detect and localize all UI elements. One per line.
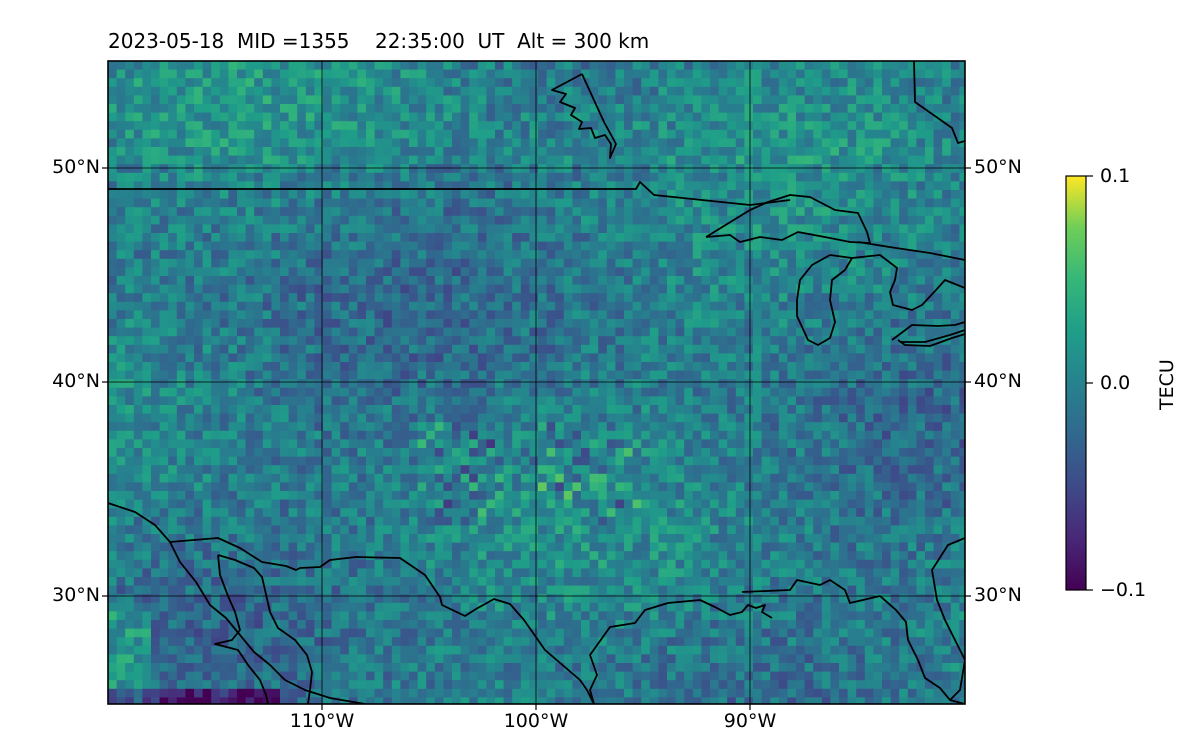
lat-label-right-50: 50°N bbox=[974, 156, 1022, 178]
colorbar-tick-min: −0.1 bbox=[1100, 579, 1147, 601]
great-lakes-connector bbox=[857, 241, 965, 261]
us-canada-border bbox=[108, 181, 791, 206]
gulf-of-california bbox=[217, 554, 313, 704]
colorbar-label: TECU bbox=[1156, 359, 1178, 410]
gridlines bbox=[108, 61, 965, 704]
lake-michigan bbox=[796, 254, 853, 346]
florida bbox=[931, 537, 965, 701]
lat-ticks bbox=[102, 167, 971, 710]
lon-label-110w: 110°W bbox=[289, 710, 355, 732]
title-alt: Alt = 300 km bbox=[517, 29, 650, 53]
lake-erie bbox=[891, 321, 965, 341]
lake-ontario bbox=[900, 329, 965, 343]
tec-raster bbox=[108, 61, 965, 704]
colorbar-tick-zero: 0.0 bbox=[1100, 372, 1131, 394]
title-date: 2023-05-18 bbox=[108, 29, 225, 53]
lon-label-90w: 90°W bbox=[723, 710, 777, 732]
gulf-coast-texas bbox=[589, 599, 773, 704]
hudson-bay-island bbox=[551, 73, 617, 159]
lat-label-left-30: 30°N bbox=[52, 584, 100, 606]
title-mid: MID =1355 bbox=[236, 29, 350, 53]
baja-california bbox=[169, 537, 595, 704]
lat-label-right-30: 30°N bbox=[974, 584, 1022, 606]
hudson-bay-coast bbox=[913, 61, 965, 144]
colorbar-tick-max: 0.1 bbox=[1100, 165, 1131, 187]
figure-title: 2023-05-18 MID =1355 22:35:00 UT Alt = 3… bbox=[108, 29, 649, 53]
lat-label-left-40: 40°N bbox=[52, 370, 100, 392]
colorbar bbox=[1065, 175, 1087, 591]
lat-label-left-50: 50°N bbox=[52, 156, 100, 178]
mexico-pacific-coast bbox=[108, 502, 366, 704]
lake-huron bbox=[851, 254, 965, 311]
gulf-coast-east bbox=[741, 579, 965, 704]
lake-erie-south bbox=[897, 333, 965, 347]
colorbar-ticks bbox=[1086, 175, 1093, 591]
baja-peninsula bbox=[214, 554, 269, 704]
coastlines bbox=[108, 61, 965, 704]
title-time: 22:35:00 UT bbox=[374, 29, 505, 53]
lon-label-100w: 100°W bbox=[503, 710, 569, 732]
lat-label-right-40: 40°N bbox=[974, 370, 1022, 392]
